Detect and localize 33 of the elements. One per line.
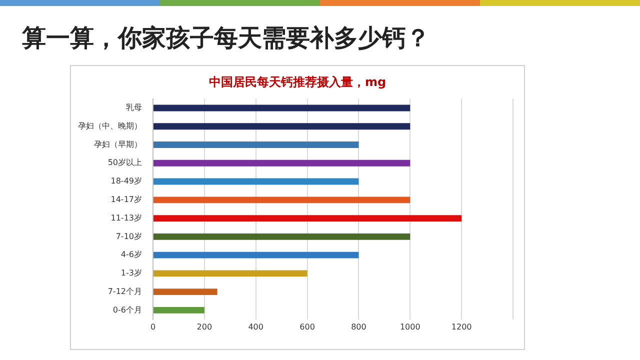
x-tick-label: 200 xyxy=(196,322,212,332)
y-tick-label: 孕妇（早期） xyxy=(94,140,142,149)
bar xyxy=(154,178,359,185)
y-tick-label: 1-3岁 xyxy=(120,268,142,278)
bar xyxy=(154,306,204,314)
y-tick-label: 0-6个月 xyxy=(112,305,142,314)
y-tick-label: 孕妇（中、晚期） xyxy=(78,121,142,130)
bar xyxy=(154,215,462,222)
x-tick-label: 1200 xyxy=(451,322,472,332)
y-tick-label: 18-49岁 xyxy=(110,176,142,186)
y-tick-label: 11-13岁 xyxy=(110,213,142,222)
y-tick-label: 7-12个月 xyxy=(108,286,142,296)
y-tick-label: 乳母 xyxy=(126,103,142,112)
bar xyxy=(154,196,410,204)
x-tick-label: 800 xyxy=(351,322,366,332)
chart-title: 算一算，你家孩子每天需要补多少钙？ xyxy=(22,23,430,54)
chart-subtitle: 中国居民每天钙推荐摄入量，mg xyxy=(208,74,388,91)
y-tick-label: 7-10岁 xyxy=(116,232,142,241)
x-tick-label: 0 xyxy=(150,322,156,332)
y-tick-label: 14-17岁 xyxy=(110,194,142,204)
x-tick-label: 600 xyxy=(300,322,315,332)
bar xyxy=(154,104,410,112)
bar xyxy=(154,270,308,277)
y-tick-label: 50岁以上 xyxy=(108,158,142,168)
bar xyxy=(154,252,359,258)
y-tick-label: 4-6岁 xyxy=(120,250,142,260)
bar xyxy=(154,142,359,148)
x-tick-label: 1000 xyxy=(400,322,420,332)
bar xyxy=(154,160,410,166)
x-tick-label: 400 xyxy=(248,322,264,332)
bar xyxy=(154,288,218,296)
bar xyxy=(154,123,410,130)
bar xyxy=(154,233,410,240)
